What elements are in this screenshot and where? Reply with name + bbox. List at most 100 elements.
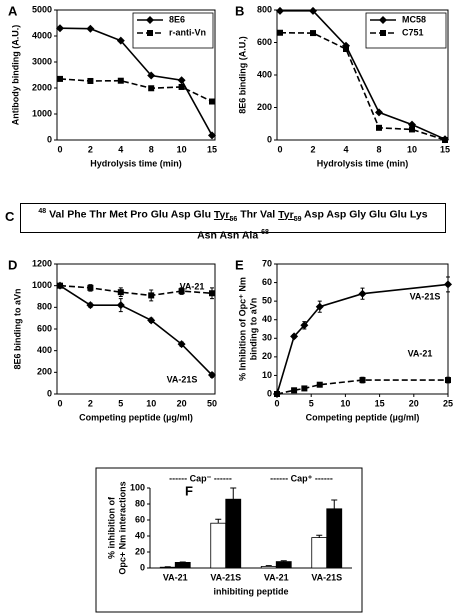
x-tick-label: 8	[376, 144, 381, 154]
data-point	[359, 377, 366, 384]
x-tick-label: 10	[177, 144, 187, 154]
residue: Asn	[197, 229, 217, 242]
y-axis-label: Antibody binding (A.U.)	[10, 25, 20, 125]
group-label: ------ Cap⁻ ------	[169, 473, 232, 483]
data-point	[209, 98, 215, 105]
panel-letter: E	[235, 257, 244, 272]
data-point	[177, 340, 186, 349]
x-tick-label: 4	[118, 144, 123, 154]
data-point	[444, 280, 452, 289]
x-tick-label: 10	[407, 144, 417, 154]
series-label: VA-21	[408, 348, 433, 358]
data-point	[208, 371, 216, 380]
y-tick-label: 200	[37, 367, 52, 377]
data-point	[178, 288, 185, 295]
x-axis-label: Hydrolysis time (min)	[90, 158, 182, 168]
y-tick-label: 5000	[32, 4, 52, 14]
legend-marker	[380, 30, 386, 36]
x-tick-label: 50	[207, 398, 217, 408]
error-bar	[265, 565, 272, 567]
residue: Met	[109, 208, 128, 221]
data-point	[291, 387, 298, 394]
y-tick-label: 3000	[32, 56, 52, 66]
x-tick-label: VA-21S	[210, 572, 241, 582]
data-point	[343, 46, 349, 52]
residue: Tyr	[213, 208, 230, 221]
data-point	[316, 381, 323, 388]
bar	[174, 562, 191, 569]
y-tick-label: 60	[262, 277, 272, 287]
y-tick-label: 800	[37, 302, 52, 312]
bar	[225, 498, 242, 569]
y-tick-label: 80	[135, 498, 145, 508]
residue-position: 56	[229, 215, 238, 223]
x-tick-label: 2	[310, 144, 315, 154]
residue-position: 59	[293, 215, 302, 223]
x-tick-label: 2	[88, 398, 93, 408]
data-point	[116, 36, 125, 45]
y-tick-label: 30	[262, 333, 272, 343]
figure-box	[95, 467, 363, 613]
y-tick-label: 70	[262, 258, 272, 268]
x-tick-label: 15	[375, 398, 385, 408]
sequence-line: 48 Val Phe Thr Met Pro Glu Asp Glu Tyr56…	[21, 205, 445, 226]
residue-end: 68	[261, 228, 269, 236]
residue: Asp	[304, 208, 324, 221]
data-point	[148, 85, 155, 92]
series-label: VA-21S	[167, 374, 198, 384]
data-point	[117, 289, 124, 296]
residue: Val	[260, 208, 276, 221]
residue: Glu	[150, 208, 169, 221]
y-axis-label: 8E6 binding to aVn	[12, 288, 22, 369]
data-point	[117, 77, 124, 84]
bar	[159, 566, 176, 569]
legend-label: C751	[402, 27, 424, 37]
y-axis-label: % Inhibition of Opc⁺ Nm	[237, 277, 247, 381]
legend-label: MC58	[402, 14, 426, 24]
residue: Val	[49, 208, 65, 221]
y-tick-label: 4000	[32, 30, 52, 40]
x-axis-label: Competing peptide (µg/ml)	[79, 412, 193, 422]
y-tick-label: 1000	[32, 280, 52, 290]
y-tick-label: 1200	[32, 258, 52, 268]
x-tick-label: VA-21S	[311, 572, 342, 582]
bar	[260, 566, 277, 569]
data-point	[147, 71, 156, 80]
series-label: VA-21S	[410, 291, 441, 301]
bar	[210, 522, 227, 569]
series-line	[276, 283, 449, 395]
data-point	[409, 126, 415, 133]
y-tick-label: 0	[47, 388, 52, 398]
y-tick-label: 200	[257, 102, 272, 112]
y-tick-label: 40	[135, 530, 145, 540]
panel-letter: A	[8, 3, 18, 18]
y-axis-label: 8E6 binding (A.U.)	[237, 36, 247, 114]
x-tick-label: 8	[149, 144, 154, 154]
x-tick-label: 0	[277, 144, 282, 154]
x-axis-label: Hydrolysis time (min)	[317, 158, 409, 168]
bar	[275, 561, 292, 569]
x-tick-label: 0	[57, 398, 62, 408]
y-tick-label: 20	[135, 546, 145, 556]
data-point	[309, 6, 317, 15]
data-point	[442, 137, 448, 143]
y-tick-label: 0	[267, 134, 272, 144]
data-point	[147, 316, 156, 325]
x-tick-label: 15	[207, 144, 217, 154]
y-tick-label: 600	[257, 37, 272, 47]
panel-letter: C	[5, 209, 15, 224]
residue: Thr	[89, 208, 107, 221]
data-point	[177, 76, 186, 85]
data-point	[116, 301, 125, 310]
residue: Phe	[67, 208, 87, 221]
plot-frame	[276, 263, 449, 395]
data-point	[300, 321, 309, 330]
marked-residue: Tyr59	[278, 209, 302, 223]
y-tick-label: 0	[267, 388, 272, 398]
data-point	[290, 332, 299, 341]
residue: Asn	[219, 229, 240, 242]
y-tick-label: 1000	[32, 108, 52, 118]
series-label: VA-21	[180, 281, 205, 291]
bar	[311, 537, 328, 569]
